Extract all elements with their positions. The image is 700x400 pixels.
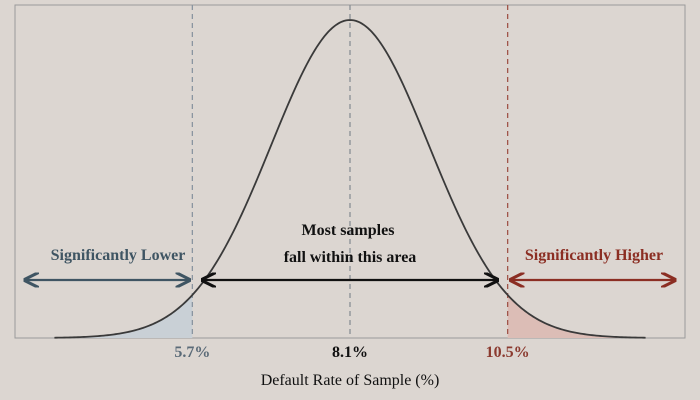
tick-label-upper: 10.5%: [486, 344, 530, 361]
lower-tail-area: [54, 294, 193, 338]
tick-label-lower: 5.7%: [174, 344, 210, 361]
upper-tail-area: [507, 294, 646, 338]
tick-label-mean: 8.1%: [332, 344, 368, 361]
distribution-curve: [54, 19, 646, 339]
middle-region-label-line1: Most samples: [302, 222, 395, 239]
upper-region-label: Significantly Higher: [525, 247, 663, 264]
middle-region-label-line2: fall within this area: [284, 249, 417, 266]
lower-region-label: Significantly Lower: [51, 247, 186, 264]
x-axis-label: Default Rate of Sample (%): [261, 372, 440, 389]
